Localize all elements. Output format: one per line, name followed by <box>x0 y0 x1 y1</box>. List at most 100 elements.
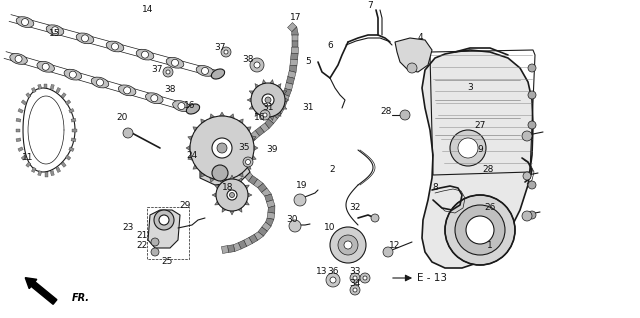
Circle shape <box>528 121 536 129</box>
Polygon shape <box>255 84 259 88</box>
Polygon shape <box>18 147 23 152</box>
Circle shape <box>383 247 393 257</box>
Polygon shape <box>268 206 275 213</box>
Polygon shape <box>240 167 250 176</box>
Polygon shape <box>214 201 220 205</box>
Circle shape <box>151 95 158 102</box>
Polygon shape <box>270 80 274 84</box>
Polygon shape <box>239 172 243 177</box>
Ellipse shape <box>64 69 82 80</box>
Polygon shape <box>276 105 285 114</box>
Polygon shape <box>230 211 234 215</box>
Circle shape <box>466 216 494 244</box>
Polygon shape <box>282 106 287 109</box>
Polygon shape <box>244 201 250 205</box>
Polygon shape <box>278 100 287 108</box>
Text: 8: 8 <box>432 183 438 192</box>
Circle shape <box>360 273 370 283</box>
Ellipse shape <box>92 77 109 88</box>
Circle shape <box>260 110 270 120</box>
Polygon shape <box>288 71 296 78</box>
Text: 37: 37 <box>151 66 163 74</box>
Ellipse shape <box>211 69 225 79</box>
Polygon shape <box>253 179 263 188</box>
Polygon shape <box>266 200 275 208</box>
Ellipse shape <box>46 25 64 36</box>
Text: 30: 30 <box>286 216 298 225</box>
Polygon shape <box>238 240 246 249</box>
Text: 14: 14 <box>142 5 154 15</box>
Polygon shape <box>286 77 294 84</box>
Circle shape <box>350 273 360 283</box>
Circle shape <box>243 157 253 167</box>
Circle shape <box>141 51 148 58</box>
Polygon shape <box>56 167 61 173</box>
Polygon shape <box>212 193 216 197</box>
Text: 11: 11 <box>22 154 34 162</box>
Text: 27: 27 <box>474 121 486 129</box>
Circle shape <box>330 277 336 283</box>
Polygon shape <box>230 114 234 118</box>
Polygon shape <box>248 176 257 185</box>
Text: 20: 20 <box>116 114 128 122</box>
Circle shape <box>458 138 478 158</box>
Circle shape <box>227 190 237 200</box>
Ellipse shape <box>76 33 94 44</box>
Circle shape <box>216 179 248 211</box>
Polygon shape <box>277 84 281 88</box>
FancyArrow shape <box>25 278 57 304</box>
Text: 16: 16 <box>254 114 266 122</box>
Polygon shape <box>227 245 235 252</box>
Polygon shape <box>15 128 20 132</box>
Text: FR.: FR. <box>72 293 90 303</box>
Text: 38: 38 <box>164 86 176 94</box>
Bar <box>147 207 189 259</box>
Polygon shape <box>214 185 220 189</box>
Text: 18: 18 <box>222 183 234 192</box>
Circle shape <box>42 63 49 70</box>
Text: 13: 13 <box>316 267 328 276</box>
Polygon shape <box>422 50 533 268</box>
Polygon shape <box>220 180 225 184</box>
Polygon shape <box>188 136 193 141</box>
Text: 16: 16 <box>184 101 196 110</box>
Circle shape <box>400 110 410 120</box>
Text: 28: 28 <box>380 107 392 116</box>
Polygon shape <box>268 114 278 123</box>
Circle shape <box>111 43 118 50</box>
Text: 25: 25 <box>161 258 173 266</box>
Polygon shape <box>280 94 289 102</box>
Circle shape <box>178 103 185 110</box>
Polygon shape <box>31 87 36 93</box>
Circle shape <box>154 210 174 230</box>
Circle shape <box>522 131 532 141</box>
Circle shape <box>151 238 159 246</box>
Polygon shape <box>291 35 298 41</box>
Circle shape <box>250 58 264 72</box>
Circle shape <box>455 205 505 255</box>
Polygon shape <box>26 162 31 167</box>
Polygon shape <box>244 172 253 181</box>
Polygon shape <box>220 112 225 116</box>
Text: 33: 33 <box>349 267 361 276</box>
Circle shape <box>262 94 274 106</box>
Polygon shape <box>237 150 245 158</box>
Text: 28: 28 <box>483 165 493 175</box>
Polygon shape <box>246 135 255 144</box>
Polygon shape <box>254 232 264 240</box>
Polygon shape <box>262 188 271 196</box>
Polygon shape <box>283 88 292 96</box>
Circle shape <box>528 64 536 72</box>
Text: 26: 26 <box>484 204 496 212</box>
Polygon shape <box>201 172 205 177</box>
Circle shape <box>151 248 159 256</box>
Text: 6: 6 <box>327 40 333 50</box>
Polygon shape <box>31 167 36 173</box>
Polygon shape <box>71 138 76 142</box>
Polygon shape <box>72 128 77 132</box>
Circle shape <box>172 59 179 66</box>
Circle shape <box>166 70 170 74</box>
Polygon shape <box>247 98 251 102</box>
Text: 36: 36 <box>327 267 339 276</box>
Text: 5: 5 <box>305 58 311 66</box>
